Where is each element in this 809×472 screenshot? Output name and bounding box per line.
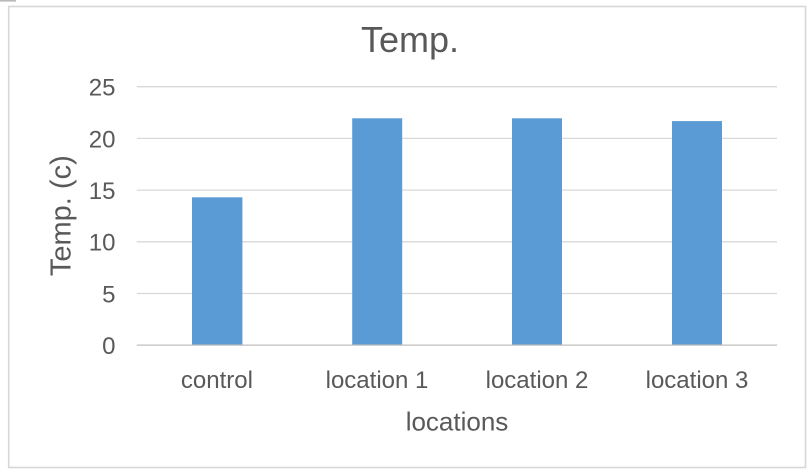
svg-text:Temp. (c): Temp. (c) [46,155,78,276]
svg-text:locations: locations [406,407,509,437]
svg-text:10: 10 [89,230,116,257]
svg-text:location 1: location 1 [326,367,429,394]
svg-text:5: 5 [102,281,115,308]
svg-text:control: control [181,367,253,394]
svg-text:20: 20 [89,126,116,153]
svg-text:location 2: location 2 [486,367,589,394]
svg-text:25: 25 [89,75,116,102]
svg-text:Temp.: Temp. [361,19,459,60]
svg-text:location 3: location 3 [646,367,749,394]
svg-text:15: 15 [89,178,116,205]
svg-text:0: 0 [102,333,115,360]
